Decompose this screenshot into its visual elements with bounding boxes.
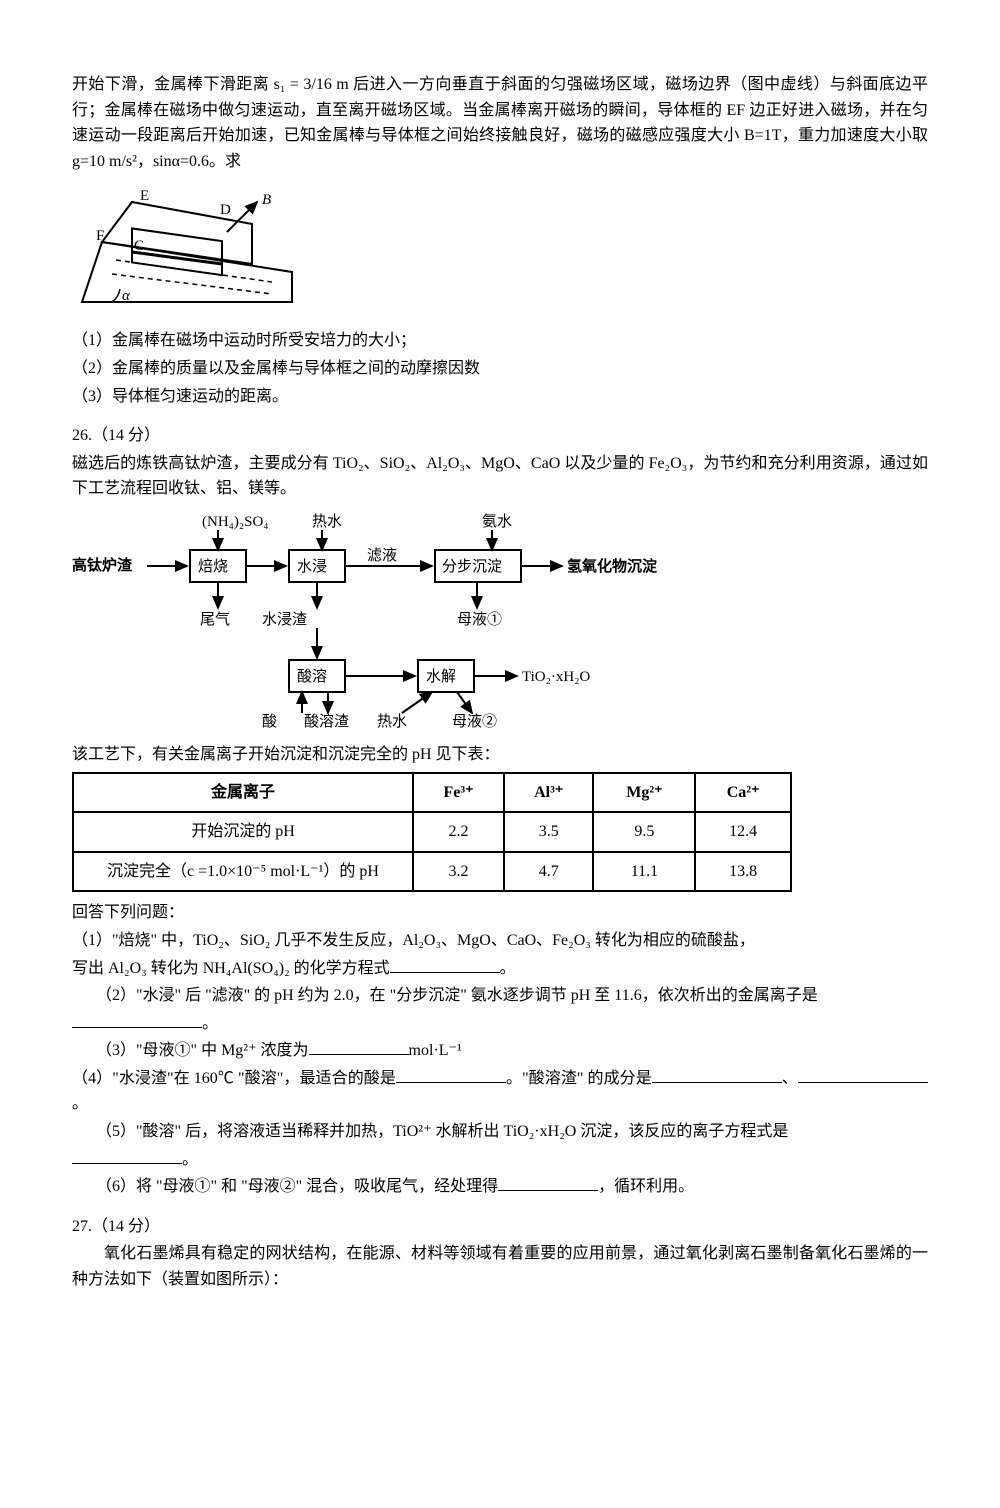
svg-text:氢氧化物沉淀: 氢氧化物沉淀 (567, 557, 658, 575)
label-E: E (140, 188, 149, 204)
label-C: C (134, 238, 144, 254)
svg-text:水解: 水解 (426, 668, 456, 685)
q26-q1: （1）"焙烧" 中，TiO₂、SiO₂ 几乎不发生反应，Al₂O₃、MgO、Ca… (72, 928, 928, 954)
label-B: B (262, 192, 271, 208)
blank-4b[interactable] (652, 1067, 782, 1083)
svg-text:高钛炉渣: 高钛炉渣 (72, 556, 133, 574)
svg-text:酸: 酸 (262, 713, 277, 730)
q26-q4: （4）"水浸渣"在 160℃ "酸溶"，最适合的酸是。"酸溶渣" 的成分是、。 (72, 1066, 928, 1117)
svg-text:水浸渣: 水浸渣 (262, 611, 307, 628)
q26-p1: 磁选后的炼铁高钛炉渣，主要成分有 TiO₂、SiO₂、Al₂O₃、MgO、CaO… (72, 451, 928, 502)
svg-text:焙烧: 焙烧 (198, 558, 228, 575)
svg-text:尾气: 尾气 (200, 611, 230, 628)
blank-2[interactable] (72, 1012, 202, 1028)
blank-4c[interactable] (798, 1067, 928, 1083)
col-ion: 金属离子 (73, 773, 413, 813)
svg-text:水浸: 水浸 (297, 558, 327, 575)
svg-text:母液①: 母液① (457, 611, 502, 628)
q25-sub3: （3）导体框匀速运动的距离。 (72, 384, 928, 410)
q26-ph-table: 金属离子 Fe³⁺ Al³⁺ Mg²⁺ Ca²⁺ 开始沉淀的 pH 2.2 3.… (72, 772, 792, 893)
svg-text:分步沉淀: 分步沉淀 (442, 558, 502, 575)
q26-q3: （3）"母液①" 中 Mg²⁺ 浓度为mol·L⁻¹ (72, 1038, 928, 1064)
svg-text:(NH₄)₂SO₄: (NH₄)₂SO₄ (202, 514, 269, 530)
q26-q5b: 。 (72, 1147, 928, 1173)
q26-head: 26.（14 分） (72, 423, 928, 449)
blank-4a[interactable] (396, 1067, 506, 1083)
svg-text:氨水: 氨水 (482, 513, 512, 530)
q27-head: 27.（14 分） (72, 1214, 928, 1240)
q25-paragraph: 开始下滑，金属棒下滑距离 s₁ = 3/16 m 后进入一方向垂直于斜面的匀强磁… (72, 72, 928, 174)
svg-text:热水: 热水 (377, 713, 407, 730)
table-row: 沉淀完全（c =1.0×10⁻⁵ mol·L⁻¹）的 pH 3.2 4.7 11… (73, 852, 791, 892)
col-al: Al³⁺ (504, 773, 593, 813)
col-mg: Mg²⁺ (593, 773, 695, 813)
q26-flowchart: (NH₄)₂SO₄ 热水 氨水 高钛炉渣 焙烧 尾气 水浸 水浸渣 滤液 分步沉… (72, 508, 928, 738)
svg-text:酸溶渣: 酸溶渣 (304, 713, 349, 730)
blank-3[interactable] (309, 1039, 409, 1055)
label-alpha: α (122, 288, 131, 304)
q26-q2: （2）"水浸" 后 "滤液" 的 pH 约为 2.0，在 "分步沉淀" 氨水逐步… (72, 983, 928, 1009)
q25-sub1: （1）金属棒在磁场中运动时所受安培力的大小； (72, 328, 928, 354)
svg-text:TiO₂·xH₂O: TiO₂·xH₂O (522, 669, 590, 685)
blank-1[interactable] (390, 957, 500, 973)
q26-answer-head: 回答下列问题： (72, 900, 928, 926)
q26-q1b: 写出 Al₂O₃ 转化为 NH₄Al(SO₄)₂ 的化学方程式。 (72, 956, 928, 982)
q25-sub2: （2）金属棒的质量以及金属棒与导体框之间的动摩擦因数 (72, 356, 928, 382)
label-F: F (96, 228, 104, 244)
q27-p1: 氧化石墨烯具有稳定的网状结构，在能源、材料等领域有着重要的应用前景，通过氧化剥离… (72, 1241, 928, 1292)
q26-table-caption: 该工艺下，有关金属离子开始沉淀和沉淀完全的 pH 见下表： (72, 742, 928, 768)
col-fe: Fe³⁺ (413, 773, 504, 813)
q25-figure: F E D C B α (72, 182, 928, 322)
svg-text:热水: 热水 (312, 513, 342, 530)
label-D: D (220, 202, 231, 218)
blank-6[interactable] (498, 1175, 598, 1191)
col-ca: Ca²⁺ (695, 773, 791, 813)
svg-text:滤液: 滤液 (367, 547, 397, 564)
blank-5[interactable] (72, 1148, 182, 1164)
q26-q5: （5）"酸溶" 后，将溶液适当稀释并加热，TiO²⁺ 水解析出 TiO₂·xH₂… (72, 1119, 928, 1145)
table-row: 开始沉淀的 pH 2.2 3.5 9.5 12.4 (73, 812, 791, 852)
q26-q2b: 。 (72, 1011, 928, 1037)
svg-text:母液②: 母液② (452, 713, 497, 730)
svg-text:酸溶: 酸溶 (297, 668, 327, 685)
q26-q6: （6）将 "母液①" 和 "母液②" 混合，吸收尾气，经处理得，循环利用。 (72, 1174, 928, 1200)
